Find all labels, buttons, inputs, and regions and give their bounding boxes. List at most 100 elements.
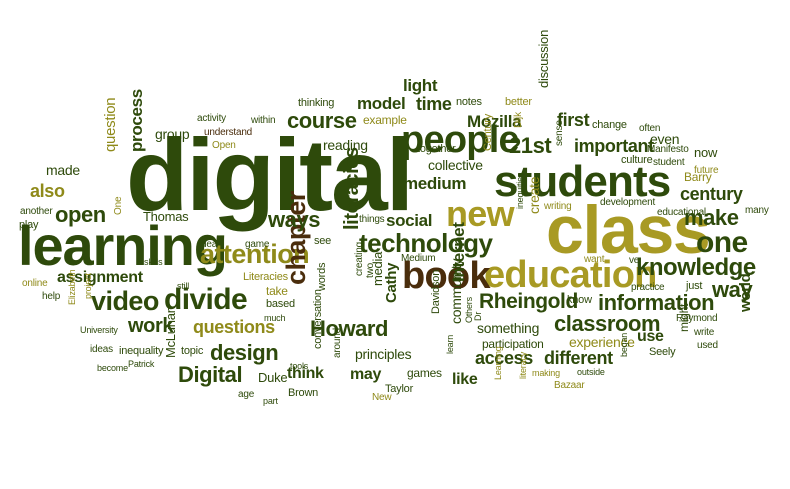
word-Taylor: Taylor [385, 383, 414, 395]
word-principles: principles [355, 346, 412, 362]
word-things: things [359, 214, 385, 225]
word-people: people [401, 119, 520, 161]
word-age: age [238, 389, 255, 400]
word-making: making [532, 368, 560, 378]
word-divide: divide [164, 283, 248, 316]
word-games: games [407, 366, 442, 380]
word-culture: culture [621, 154, 653, 166]
word-two: two [365, 263, 376, 278]
word-access: access [475, 348, 533, 368]
word-learn: learn [445, 334, 455, 354]
word-model: model [357, 94, 406, 113]
word-class: class [546, 192, 711, 268]
word-Patrick: Patrick [128, 359, 155, 369]
word-Open: Open [212, 140, 236, 151]
word-around: around [332, 328, 343, 358]
word-use: use [637, 328, 664, 345]
word-century: century [680, 184, 743, 204]
word-practice: practice [631, 282, 665, 293]
word-sense: sense [554, 120, 565, 146]
word-write: write [694, 327, 715, 338]
word-Elizabeth: Elizabeth [67, 269, 77, 305]
word-Dr: Dr [473, 311, 483, 321]
word-still: still [177, 281, 190, 291]
word-together: together [417, 143, 456, 155]
word-process: process [127, 89, 146, 152]
word-Century: Century [482, 114, 494, 151]
word-Medium: Medium [401, 253, 436, 264]
word-many: many [745, 205, 769, 216]
word-question: question [102, 97, 119, 152]
word-important: important [574, 136, 654, 156]
word-Digital: Digital [178, 362, 243, 387]
word-words: words [316, 262, 328, 291]
word-students: students [494, 157, 671, 206]
word-future: future [694, 165, 719, 176]
word-literacy: literacy [518, 351, 528, 379]
word-ve: ve [629, 255, 640, 266]
word-development: development [600, 197, 656, 208]
word-work: work [128, 315, 174, 337]
word-just: just [686, 280, 703, 292]
word-make: make [684, 205, 739, 230]
word-Brown: Brown [288, 387, 319, 399]
word-information: information [598, 290, 715, 315]
word-help: help [42, 291, 61, 302]
word-educational: educational [657, 207, 706, 218]
word-assignment: assignment [57, 269, 143, 286]
word-inequality: inequality [119, 345, 164, 357]
word-something: something [477, 320, 540, 336]
word-now: now [694, 145, 718, 160]
word-New: New [372, 392, 392, 403]
word-design: design [210, 340, 279, 365]
word-medium: medium [403, 174, 467, 193]
word-within: within [251, 115, 276, 126]
word-take: take [266, 284, 288, 298]
word-much: much [264, 313, 286, 323]
word-writing: writing [544, 201, 572, 212]
word-open: open [55, 202, 106, 227]
word-ways: ways [268, 207, 321, 232]
word-Raymond: Raymond [676, 313, 718, 324]
word-see: see [314, 235, 332, 247]
word-Davidson: Davidson [430, 269, 442, 314]
word-student: student [653, 157, 685, 168]
word-online: online [22, 278, 48, 289]
word-Manifesto: Manifesto [647, 144, 689, 155]
word-Seely: Seely [649, 346, 676, 358]
word-notes: notes [456, 96, 482, 108]
word-project: project [83, 273, 93, 299]
word-University: University [80, 325, 118, 335]
word-Howard: Howard [310, 316, 389, 341]
word-topic: topic [181, 345, 204, 357]
word-example: example [363, 113, 407, 127]
word-learning: learning [18, 214, 228, 277]
word-idea: idea [199, 239, 218, 250]
word-thinking: thinking [298, 97, 335, 109]
word-inequities: inequities [515, 172, 525, 209]
word-become: become [97, 363, 128, 373]
word-creating: creating [354, 242, 365, 276]
word-participation: participation [482, 337, 544, 351]
word-attention: attention [200, 239, 310, 269]
word-another: another [20, 206, 53, 217]
word-book: book [402, 255, 490, 297]
word-game: game [245, 239, 270, 250]
word-activity: activity [197, 113, 226, 124]
word-questions: questions [193, 317, 275, 337]
word-new: new [446, 193, 515, 234]
word-may: may [350, 366, 382, 383]
word-Barry: Barry [684, 170, 712, 184]
word-group: group [155, 126, 190, 142]
word-change: change [592, 119, 627, 131]
word-digital: digital [126, 118, 414, 232]
word-education: education [484, 254, 657, 296]
word-ideas: ideas [90, 344, 113, 355]
word-know: know [567, 294, 592, 306]
word-Bazaar: Bazaar [554, 380, 585, 391]
word-technology: technology [359, 228, 493, 258]
word-Dijk: Dijk [513, 112, 524, 128]
word-understand: understand [204, 127, 253, 138]
word-better: better [505, 96, 532, 108]
word-video: video [91, 286, 159, 316]
